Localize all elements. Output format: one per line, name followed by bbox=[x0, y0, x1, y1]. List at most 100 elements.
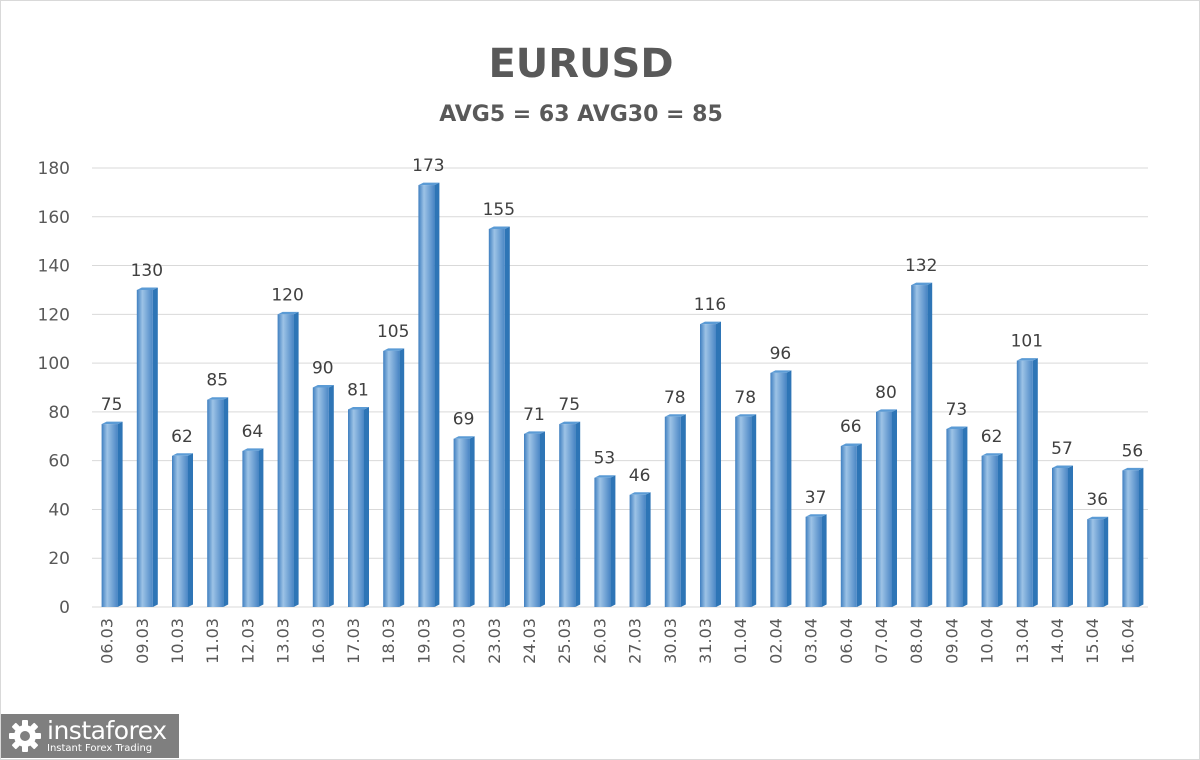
x-tick-label: 10.03 bbox=[168, 618, 187, 664]
bar-side bbox=[328, 385, 334, 607]
bar-side bbox=[786, 370, 792, 607]
bar-side bbox=[1032, 358, 1038, 607]
data-label: 101 bbox=[1011, 332, 1043, 352]
bar-front bbox=[1016, 360, 1033, 607]
bar-20.03 bbox=[453, 436, 475, 607]
data-label: 36 bbox=[1086, 490, 1108, 510]
bar-front bbox=[700, 324, 716, 607]
bars bbox=[101, 182, 1144, 608]
bar-13.03 bbox=[277, 311, 299, 607]
data-label: 62 bbox=[981, 427, 1003, 447]
bar-10.03 bbox=[172, 453, 193, 607]
y-tick-label: 100 bbox=[38, 354, 70, 374]
chart-subtitle: AVG5 = 63 AVG30 = 85 bbox=[439, 102, 723, 127]
bar-front bbox=[242, 450, 259, 607]
bar-top bbox=[1052, 465, 1073, 468]
y-tick-label: 40 bbox=[48, 500, 70, 520]
bar-27.03 bbox=[629, 492, 651, 607]
bar-top bbox=[1087, 516, 1109, 520]
bar-side bbox=[892, 409, 897, 607]
bar-front bbox=[664, 416, 681, 607]
bar-08.04 bbox=[911, 282, 933, 607]
bar-side bbox=[927, 282, 933, 607]
bar-top bbox=[101, 421, 123, 425]
bar-side bbox=[997, 453, 1003, 607]
x-tick-label: 14.04 bbox=[1048, 618, 1067, 664]
data-label: 90 bbox=[312, 359, 334, 379]
bar-front bbox=[946, 428, 963, 607]
data-label: 53 bbox=[594, 449, 616, 469]
bar-side bbox=[856, 443, 862, 607]
bar-front bbox=[207, 399, 224, 607]
bar-16.04 bbox=[1122, 467, 1144, 607]
data-label: 120 bbox=[271, 285, 303, 305]
bar-side bbox=[680, 414, 686, 607]
bar-top bbox=[981, 453, 1003, 456]
bar-front bbox=[1122, 470, 1139, 607]
x-tick-label: 09.03 bbox=[133, 618, 152, 664]
bar-19.03 bbox=[418, 182, 440, 608]
bar-front bbox=[383, 350, 400, 607]
data-label: 73 bbox=[946, 400, 968, 420]
bar-front bbox=[101, 424, 118, 607]
data-label: 78 bbox=[734, 388, 756, 408]
bar-09.03 bbox=[136, 287, 158, 607]
bar-top bbox=[524, 431, 545, 434]
data-label: 155 bbox=[483, 200, 515, 220]
y-tick-label: 20 bbox=[48, 549, 70, 569]
x-tick-label: 13.04 bbox=[1013, 618, 1032, 664]
data-label: 132 bbox=[905, 256, 937, 276]
bar-side bbox=[610, 475, 616, 607]
bar-front bbox=[629, 494, 646, 607]
bar-12.03 bbox=[242, 448, 264, 607]
bar-17.03 bbox=[348, 406, 369, 607]
bar-06.03 bbox=[101, 421, 123, 607]
bar-front bbox=[594, 477, 611, 607]
bar-side bbox=[716, 321, 721, 607]
data-label: 105 bbox=[377, 322, 409, 342]
bar-10.04 bbox=[981, 453, 1003, 607]
bar-top bbox=[1016, 358, 1038, 361]
bar-top bbox=[207, 397, 229, 400]
data-label: 57 bbox=[1051, 439, 1073, 459]
bar-front bbox=[277, 314, 294, 607]
data-label: 62 bbox=[171, 427, 193, 447]
bar-side bbox=[1138, 467, 1144, 607]
bar-front bbox=[911, 285, 928, 607]
bar-top bbox=[312, 385, 334, 388]
data-labels: 75 130 62 85 64 120 90 81 105 173 69 155 71 75 53 46 78 1… bbox=[101, 156, 1143, 510]
x-tick-label: 06.03 bbox=[98, 618, 117, 664]
x-tick-label: 01.04 bbox=[731, 618, 750, 664]
bar-side bbox=[575, 421, 581, 607]
bar-side bbox=[223, 397, 229, 607]
bar-front bbox=[735, 416, 752, 607]
gear-icon bbox=[9, 720, 41, 752]
bar-side bbox=[434, 182, 440, 608]
bar-top bbox=[770, 370, 792, 373]
bar-09.04 bbox=[946, 426, 968, 607]
bar-front bbox=[770, 372, 787, 607]
bar-side bbox=[152, 287, 158, 607]
bar-side bbox=[645, 492, 651, 607]
logo-name: instaforex bbox=[47, 716, 167, 745]
y-tick-label: 140 bbox=[38, 257, 70, 277]
x-tick-label: 25.03 bbox=[555, 618, 574, 664]
bar-top bbox=[700, 321, 721, 325]
x-tick-label: 09.04 bbox=[942, 618, 961, 664]
x-tick-label: 24.03 bbox=[520, 618, 539, 664]
bar-top bbox=[876, 409, 897, 412]
bar-side bbox=[1103, 516, 1109, 607]
y-tick-label: 0 bbox=[59, 598, 70, 618]
bar-front bbox=[418, 185, 435, 608]
bar-side bbox=[117, 421, 123, 607]
bar-side bbox=[293, 311, 299, 607]
gridlines bbox=[92, 167, 1148, 608]
bar-top bbox=[242, 448, 264, 451]
x-tick-label: 18.03 bbox=[379, 618, 398, 664]
data-label: 81 bbox=[347, 380, 369, 400]
bar-top bbox=[136, 287, 158, 290]
bar-front bbox=[312, 387, 329, 607]
x-tick-label: 23.03 bbox=[485, 618, 504, 664]
bar-01.04 bbox=[735, 414, 757, 607]
bar-03.04 bbox=[805, 514, 827, 607]
